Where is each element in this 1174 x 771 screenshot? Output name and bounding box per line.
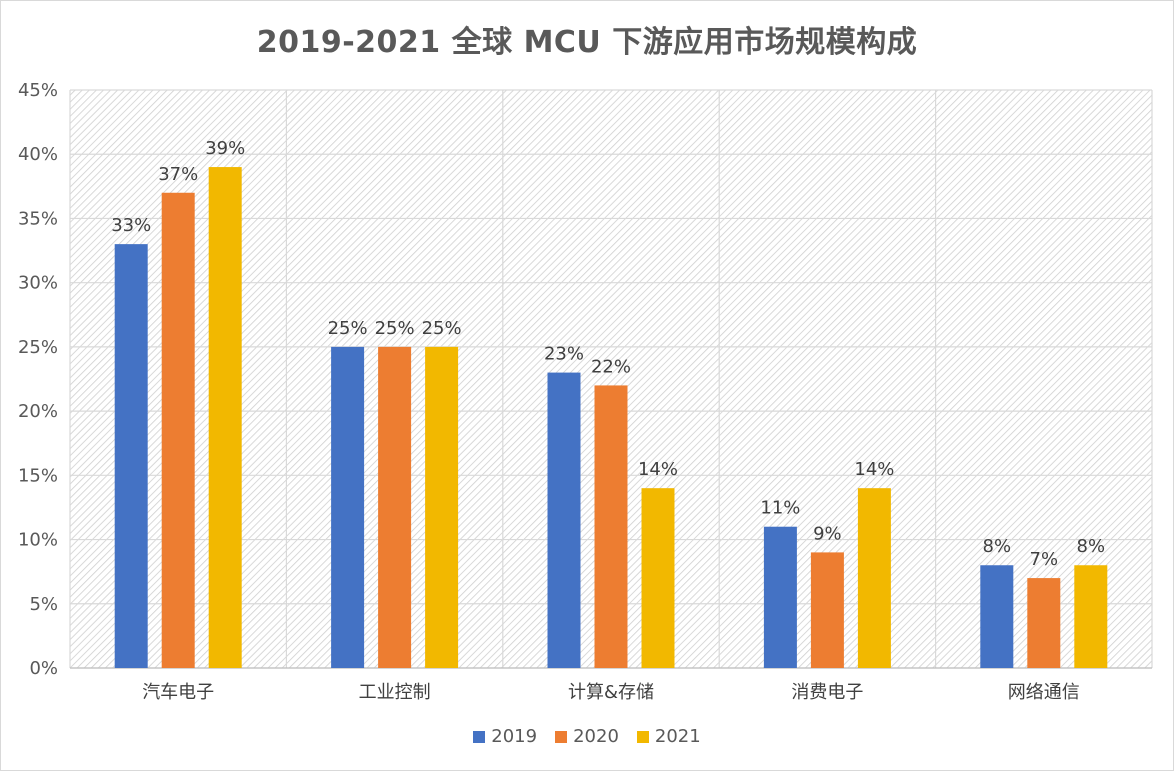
y-tick-label: 0% xyxy=(29,658,58,679)
bars xyxy=(114,167,1108,669)
legend-item-2019: 2019 xyxy=(473,726,537,747)
bar-2019 xyxy=(547,372,581,668)
legend-label: 2021 xyxy=(654,726,701,747)
y-tick-label: 25% xyxy=(18,337,58,358)
y-tick-label: 15% xyxy=(18,465,58,486)
bar-2021 xyxy=(857,488,891,668)
legend-swatch xyxy=(636,730,649,743)
data-label: 37% xyxy=(158,164,198,185)
y-tick-label: 45% xyxy=(18,80,58,101)
bar-2019 xyxy=(331,346,365,668)
data-label: 8% xyxy=(983,536,1012,557)
legend-label: 2020 xyxy=(573,726,619,747)
legend: 2019 2020 2021 xyxy=(1,726,1173,747)
data-label: 11% xyxy=(760,498,800,519)
data-label: 14% xyxy=(854,459,894,480)
data-label: 22% xyxy=(591,356,631,377)
x-category-label: 汽车电子 xyxy=(142,682,214,703)
bar-2020 xyxy=(1027,578,1061,668)
legend-label: 2019 xyxy=(491,726,538,747)
data-label: 8% xyxy=(1077,536,1106,557)
bar-2020 xyxy=(161,192,195,668)
bar-2021 xyxy=(425,346,459,668)
data-label: 25% xyxy=(422,318,462,339)
axes: 0% 5% 10% 15% 20% 25% 30% 35% 40% 45% 汽车电子 工业控制 计算&存… xyxy=(18,80,1152,703)
y-tick-label: 10% xyxy=(18,530,58,551)
chart-title: 2019-2021 全球 MCU 下游应用市场规模构成 xyxy=(256,25,918,60)
bar-2020 xyxy=(594,385,628,668)
data-label: 25% xyxy=(375,318,415,339)
data-label: 33% xyxy=(111,215,151,236)
gridlines xyxy=(69,89,1153,669)
data-label: 25% xyxy=(328,318,368,339)
x-category-label: 工业控制 xyxy=(359,682,431,703)
bar-2019 xyxy=(763,526,797,668)
bar-2021 xyxy=(1074,565,1108,668)
data-label: 9% xyxy=(813,523,842,544)
y-tick-label: 35% xyxy=(18,208,58,229)
legend-swatch xyxy=(555,730,568,743)
bar-2020 xyxy=(810,552,844,668)
y-tick-label: 5% xyxy=(29,594,58,615)
legend-item-2020: 2020 xyxy=(555,726,619,747)
bar-2019 xyxy=(114,244,148,668)
legend-swatch xyxy=(473,730,486,743)
bar-2019 xyxy=(980,565,1014,668)
data-label: 23% xyxy=(544,344,584,365)
y-tick-label: 20% xyxy=(18,401,58,422)
data-labels: 33% 37% 39% 25% 25% 25% 23% 22% 14% 11% 9% 14% 8% 7% 8… xyxy=(111,138,1105,570)
x-category-label: 网络通信 xyxy=(1008,682,1080,703)
bar-2021 xyxy=(208,167,242,669)
legend-item-2021: 2021 xyxy=(636,726,701,747)
bar-2020 xyxy=(378,346,412,668)
x-category-label: 消费电子 xyxy=(791,682,863,703)
data-label: 7% xyxy=(1030,549,1059,570)
bar-2021 xyxy=(641,488,675,668)
data-label: 14% xyxy=(638,459,678,480)
y-tick-label: 40% xyxy=(18,144,58,165)
y-tick-label: 30% xyxy=(18,273,58,294)
x-category-label: 计算&存储 xyxy=(568,682,654,703)
data-label: 39% xyxy=(205,138,245,159)
